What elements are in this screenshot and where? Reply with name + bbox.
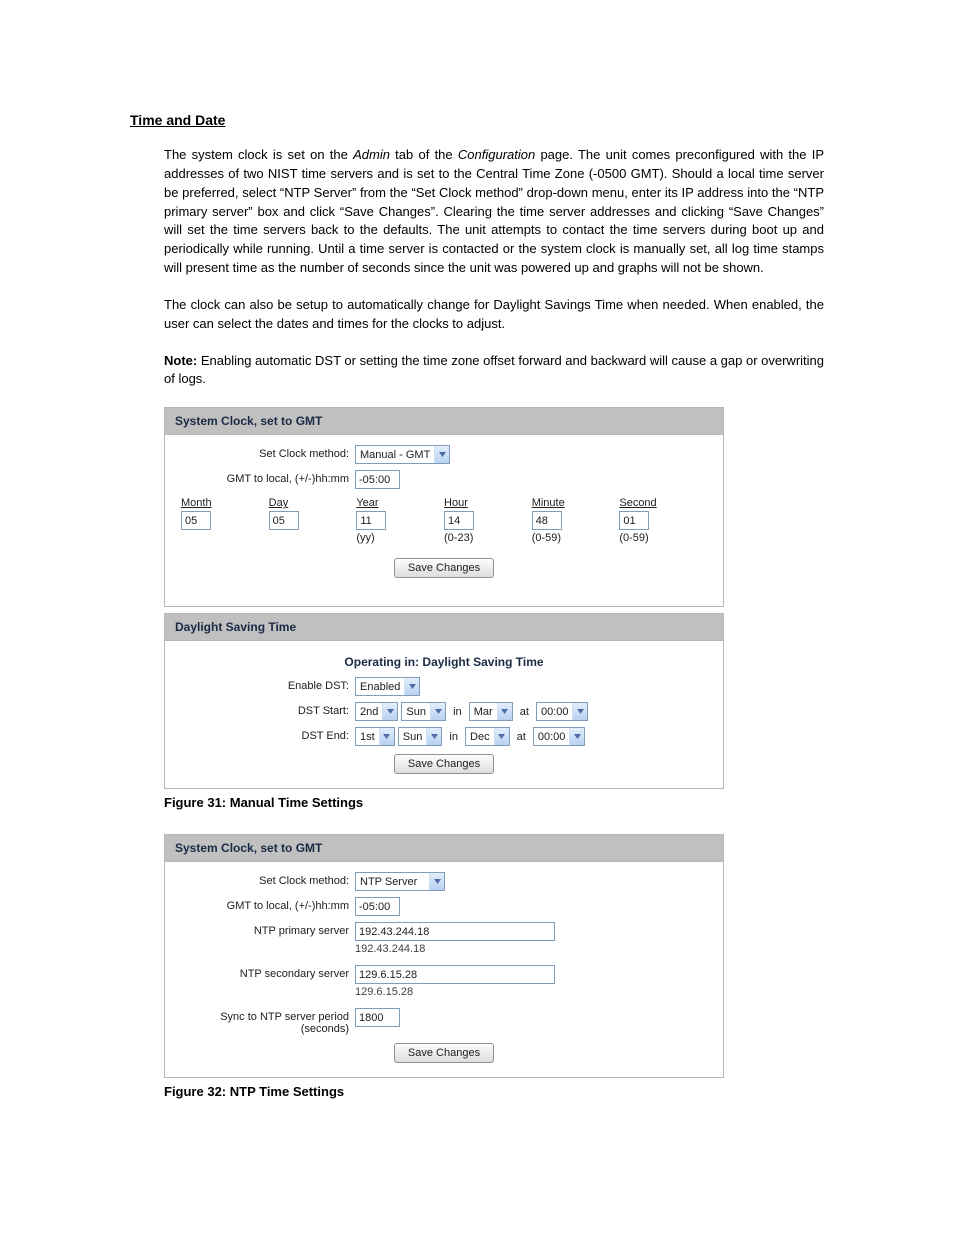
input-hour[interactable]: 14 <box>444 511 474 530</box>
note-text: Enabling automatic DST or setting the ti… <box>164 353 824 387</box>
label-ntp-primary: NTP primary server <box>175 922 355 937</box>
panel-manual-title: System Clock, set to GMT <box>165 408 723 435</box>
foot-minute: (0-59) <box>532 532 620 544</box>
select-dst-end-dow-text: Sun <box>399 731 427 743</box>
select-enable-dst[interactable]: Enabled <box>355 677 420 696</box>
fig31-caption: Figure 31: Manual Time Settings <box>164 795 824 810</box>
note-label: Note: <box>164 353 197 368</box>
select-dst-start-dow[interactable]: Sun <box>401 702 446 721</box>
panel-ntp-title: System Clock, set to GMT <box>165 835 723 862</box>
select-dst-start-month-text: Mar <box>470 706 497 718</box>
ntp-primary-sub: 192.43.244.18 <box>355 943 713 955</box>
hdr-hour: Hour <box>444 497 532 509</box>
paragraph-note: Note: Enabling automatic DST or setting … <box>164 352 824 390</box>
label-enable-dst: Enable DST: <box>175 677 355 692</box>
input-minute[interactable]: 48 <box>532 511 562 530</box>
select-dst-start-week[interactable]: 2nd <box>355 702 398 721</box>
label-sync-period: Sync to NTP server period (seconds) <box>175 1008 355 1035</box>
select-clock-method-ntp-text: NTP Server <box>356 876 429 888</box>
word-in: in <box>445 731 462 743</box>
select-dst-end-month-text: Dec <box>466 731 494 743</box>
input-sync-period[interactable]: 1800 <box>355 1008 400 1027</box>
chevron-down-icon <box>494 728 509 745</box>
select-clock-method-ntp[interactable]: NTP Server <box>355 872 445 891</box>
chevron-down-icon <box>429 873 444 890</box>
label-dst-end: DST End: <box>175 727 355 742</box>
label-ntp-secondary: NTP secondary server <box>175 965 355 980</box>
label-dst-start: DST Start: <box>175 702 355 717</box>
input-month[interactable]: 05 <box>181 511 211 530</box>
hdr-year: Year <box>356 497 444 509</box>
select-dst-start-month[interactable]: Mar <box>469 702 513 721</box>
panel-dst: Daylight Saving Time Operating in: Dayli… <box>164 613 724 789</box>
paragraph-1: The system clock is set on the Admin tab… <box>164 146 824 278</box>
foot-hour: (0-23) <box>444 532 532 544</box>
input-gmt-offset[interactable]: -05:00 <box>355 470 400 489</box>
p1-b: Admin <box>353 147 390 162</box>
foot-year: (yy) <box>356 532 444 544</box>
chevron-down-icon <box>379 728 394 745</box>
save-button[interactable]: Save Changes <box>394 1043 494 1063</box>
save-button[interactable]: Save Changes <box>394 754 494 774</box>
label-gmt-offset: GMT to local, (+/-)hh:mm <box>175 470 355 485</box>
select-dst-end-dow[interactable]: Sun <box>398 727 443 746</box>
input-ntp-secondary[interactable]: 129.6.15.28 <box>355 965 555 984</box>
hdr-day: Day <box>269 497 357 509</box>
section-heading: Time and Date <box>130 112 824 128</box>
input-ntp-primary[interactable]: 192.43.244.18 <box>355 922 555 941</box>
p1-d: Configuration <box>458 147 535 162</box>
input-gmt-offset-ntp[interactable]: -05:00 <box>355 897 400 916</box>
hdr-second: Second <box>619 497 707 509</box>
chevron-down-icon <box>404 678 419 695</box>
word-at: at <box>516 706 533 718</box>
input-second[interactable]: 01 <box>619 511 649 530</box>
dst-status: Operating in: Daylight Saving Time <box>175 651 713 677</box>
p1-e: page. The unit comes preconfigured with … <box>164 147 824 275</box>
hdr-minute: Minute <box>532 497 620 509</box>
chevron-down-icon <box>572 703 587 720</box>
hdr-month: Month <box>181 497 269 509</box>
select-dst-start-week-text: 2nd <box>356 706 382 718</box>
foot-second: (0-59) <box>619 532 707 544</box>
select-dst-end-week[interactable]: 1st <box>355 727 395 746</box>
panel-dst-title: Daylight Saving Time <box>165 614 723 641</box>
select-dst-end-week-text: 1st <box>356 731 379 743</box>
save-button[interactable]: Save Changes <box>394 558 494 578</box>
label-clock-method: Set Clock method: <box>175 872 355 887</box>
label-gmt-offset: GMT to local, (+/-)hh:mm <box>175 897 355 912</box>
p1-a: The system clock is set on the <box>164 147 353 162</box>
ntp-secondary-sub: 129.6.15.28 <box>355 986 713 998</box>
paragraph-2: The clock can also be setup to automatic… <box>164 296 824 334</box>
word-at: at <box>513 731 530 743</box>
select-dst-start-dow-text: Sun <box>402 706 430 718</box>
input-year[interactable]: 11 <box>356 511 386 530</box>
input-day[interactable]: 05 <box>269 511 299 530</box>
select-dst-end-month[interactable]: Dec <box>465 727 510 746</box>
p1-c: tab of the <box>390 147 458 162</box>
select-dst-start-time-text: 00:00 <box>537 706 573 718</box>
word-in: in <box>449 706 466 718</box>
panel-ntp-clock: System Clock, set to GMT Set Clock metho… <box>164 834 724 1078</box>
select-dst-start-time[interactable]: 00:00 <box>536 702 589 721</box>
select-dst-end-time[interactable]: 00:00 <box>533 727 586 746</box>
chevron-down-icon <box>569 728 584 745</box>
select-dst-end-time-text: 00:00 <box>534 731 570 743</box>
chevron-down-icon <box>434 446 449 463</box>
fig32-caption: Figure 32: NTP Time Settings <box>164 1084 824 1099</box>
select-enable-dst-text: Enabled <box>356 681 404 693</box>
panel-manual-clock: System Clock, set to GMT Set Clock metho… <box>164 407 724 607</box>
select-clock-method[interactable]: Manual - GMT <box>355 445 450 464</box>
label-clock-method: Set Clock method: <box>175 445 355 460</box>
select-clock-method-text: Manual - GMT <box>356 449 434 461</box>
chevron-down-icon <box>497 703 512 720</box>
chevron-down-icon <box>430 703 445 720</box>
chevron-down-icon <box>426 728 441 745</box>
chevron-down-icon <box>382 703 397 720</box>
